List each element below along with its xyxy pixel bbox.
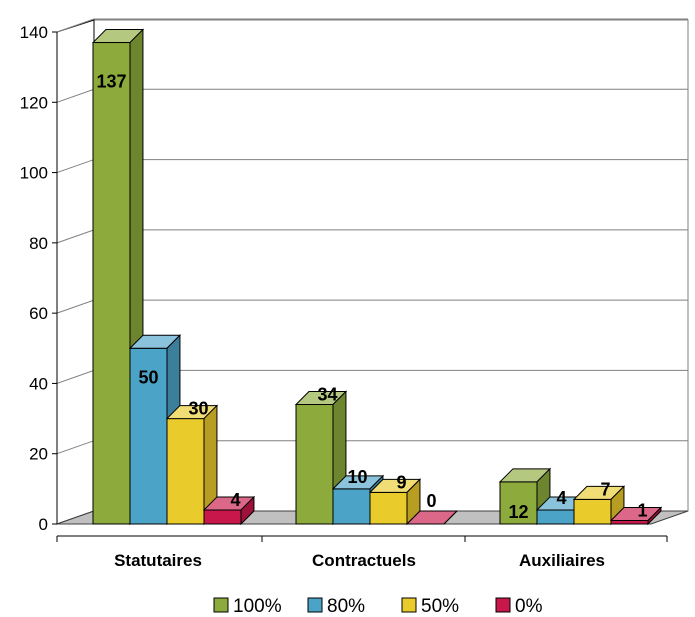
bar [165,404,219,526]
bar-front [499,481,538,525]
bar [202,495,256,526]
legend: 100% 80% 50% 0% [213,596,543,617]
legend-item: 100% [213,596,282,617]
bar-front [536,509,575,525]
data-label: 0 [426,491,436,511]
category-label: Auxiliaires [519,551,605,570]
bar-front [332,488,371,525]
data-label: 12 [508,502,528,522]
legend-label: 0% [515,596,543,617]
data-label: 4 [556,488,566,508]
bar-side [443,510,458,525]
bar [498,467,552,526]
y-tick-label: 120 [20,93,48,112]
y-tick-label: 40 [29,374,48,393]
y-tick-label: 0 [39,515,48,534]
bar [609,506,663,526]
category-label: Statutaires [114,551,202,570]
bar [368,478,422,526]
bar-front [610,519,649,525]
y-tick-label: 20 [29,445,48,464]
data-label: 30 [188,399,208,419]
legend-item: 0% [495,596,543,617]
bar-front [573,498,612,525]
legend-swatch [401,597,417,613]
bar [405,510,459,525]
data-labels: 137 50 30 4 34 10 90 12 4 7 1 [96,72,647,522]
bar-front [295,404,334,525]
data-label: 1 [637,500,647,520]
y-tick-label: 100 [20,164,48,183]
y-axis: 0 20 40 60 80 100 120 140 [20,23,58,534]
legend-label: 50% [421,596,459,617]
bar-side [240,495,255,526]
category-label: Contractuels [312,551,416,570]
bar-front [203,509,242,525]
data-label: 4 [230,490,240,510]
y-tick-label: 140 [20,23,48,42]
x-axis: Statutaires Contractuels Auxiliaires [56,535,668,570]
data-label: 9 [396,472,406,492]
data-label: 7 [600,479,610,499]
data-label: 137 [96,72,126,92]
legend-label: 80% [327,596,365,617]
legend-item: 50% [401,596,459,617]
bars [91,28,663,526]
data-label: 10 [347,467,367,487]
legend-swatch [307,597,323,613]
legend-item: 80% [307,596,365,617]
data-label: 34 [317,385,337,405]
bar-front [129,347,168,525]
legend-label: 100% [233,596,282,617]
legend-swatch [495,597,511,613]
bar-side [647,506,662,526]
data-label: 50 [138,367,158,387]
y-tick-label: 60 [29,304,48,323]
y-tick-label: 80 [29,234,48,253]
bar-front [369,491,408,525]
bar-front [166,418,205,525]
grid-line [56,18,688,33]
legend-swatch [213,597,229,613]
bar-front [92,42,131,525]
